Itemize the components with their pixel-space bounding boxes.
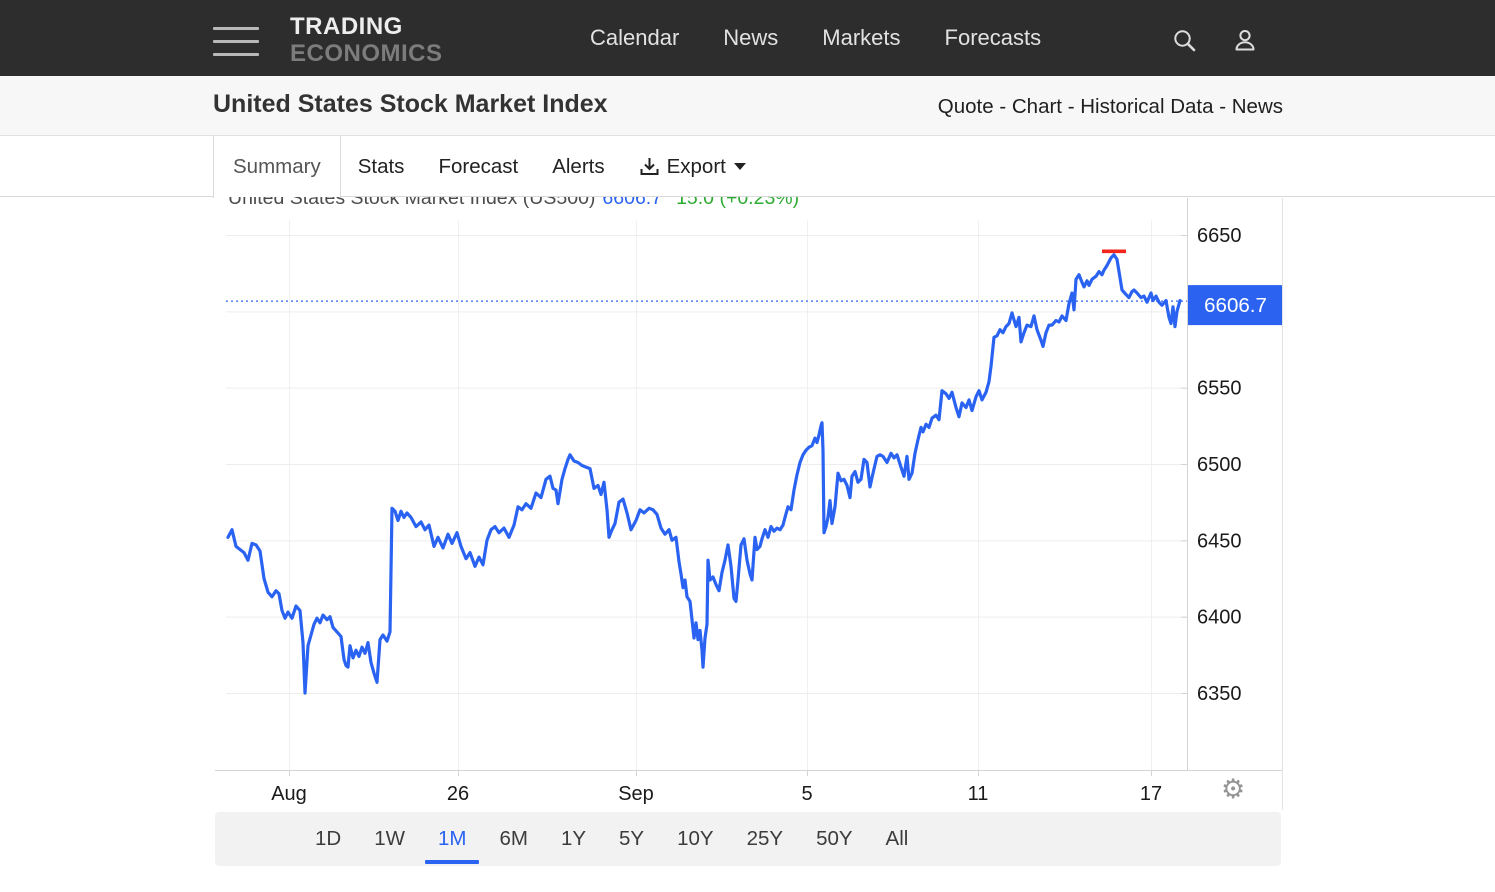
tab-bar: Summary Stats Forecast Alerts Export bbox=[0, 136, 1495, 198]
price-line-us500 bbox=[226, 253, 1182, 695]
nav-link-news[interactable]: News bbox=[723, 25, 779, 50]
tab-alerts[interactable]: Alerts bbox=[552, 154, 605, 178]
chevron-down-icon bbox=[733, 163, 746, 170]
nav-link-markets[interactable]: Markets bbox=[822, 25, 901, 50]
logo-line2: ECONOMICS bbox=[290, 40, 443, 67]
tab-bar-divider bbox=[0, 196, 1495, 197]
range-button-1y[interactable]: 1Y bbox=[561, 812, 586, 866]
range-button-all[interactable]: All bbox=[886, 812, 909, 866]
header-link-news[interactable]: News bbox=[1231, 95, 1283, 118]
top-navbar: TRADING ECONOMICS Calendar News Markets For… bbox=[0, 0, 1495, 76]
trading-economics-logo[interactable]: TRADING ECONOMICS bbox=[290, 15, 443, 66]
x-axis-label: 26 bbox=[447, 783, 469, 805]
range-button-10y[interactable]: 10Y bbox=[677, 812, 713, 866]
user-icon[interactable] bbox=[1232, 28, 1258, 59]
y-axis-label: 6450 bbox=[1197, 530, 1242, 552]
price-chart[interactable]: 6650 6550 6500 6450 6400 6350 Aug 26 Sep 5 11 17 660… bbox=[215, 198, 1283, 812]
range-button-1w[interactable]: 1W bbox=[374, 812, 405, 866]
range-button-6m[interactable]: 6M bbox=[499, 812, 527, 866]
header-link-quote[interactable]: Quote bbox=[937, 95, 994, 118]
page-title: United States Stock Market Index bbox=[213, 90, 608, 118]
tab-stats[interactable]: Stats bbox=[357, 154, 405, 178]
range-selector: 1D 1W 1M 6M 1Y 5Y 10Y 25Y 50Y All bbox=[215, 812, 1281, 866]
tab-forecast[interactable]: Forecast bbox=[438, 154, 519, 178]
header-link-chart[interactable]: Chart bbox=[1011, 95, 1062, 118]
gear-icon[interactable]: ⚙ bbox=[1221, 774, 1246, 804]
last-price-badge-label: 6606.7 bbox=[1204, 294, 1267, 317]
download-icon bbox=[639, 156, 660, 177]
tabs: Summary Stats Forecast Alerts Export bbox=[213, 136, 763, 198]
x-axis-label: Aug bbox=[271, 783, 307, 805]
nav-links: Calendar News Markets Forecasts bbox=[590, 0, 1041, 76]
nav-link-calendar[interactable]: Calendar bbox=[590, 25, 680, 50]
x-axis-label: 17 bbox=[1140, 783, 1162, 805]
chart-heading-last-price: 6606.7 bbox=[602, 197, 663, 209]
y-axis-label: 6400 bbox=[1197, 607, 1242, 629]
breadcrumb-links: Quote - Chart - Historical Data - News bbox=[937, 95, 1283, 118]
range-button-50y[interactable]: 50Y bbox=[816, 812, 852, 866]
last-price-badge bbox=[1188, 285, 1282, 326]
chart-heading-change: 15.0 (+0.23%) bbox=[676, 197, 800, 209]
x-axis-label: Sep bbox=[618, 783, 654, 805]
range-button-1m[interactable]: 1M bbox=[425, 812, 480, 866]
chart-heading-name: United States Stock Market Index (US500) bbox=[228, 197, 596, 209]
page-header: United States Stock Market Index Quote -… bbox=[0, 76, 1495, 136]
nav-link-forecasts[interactable]: Forecasts bbox=[944, 25, 1042, 50]
search-icon[interactable] bbox=[1172, 28, 1198, 59]
export-button[interactable]: Export bbox=[622, 136, 763, 197]
logo-line1: TRADING bbox=[290, 13, 403, 40]
export-label: Export bbox=[666, 154, 726, 178]
range-button-1d[interactable]: 1D bbox=[315, 812, 341, 866]
header-link-historical-data[interactable]: Historical Data bbox=[1080, 95, 1214, 118]
hamburger-menu-icon[interactable] bbox=[213, 27, 259, 56]
range-button-25y[interactable]: 25Y bbox=[747, 812, 783, 866]
range-button-5y[interactable]: 5Y bbox=[619, 812, 644, 866]
y-axis-label: 6550 bbox=[1197, 378, 1242, 400]
x-axis-label: 5 bbox=[801, 783, 812, 805]
x-axis-label: 11 bbox=[968, 783, 989, 805]
y-axis-label: 6650 bbox=[1197, 225, 1242, 247]
chart-heading: United States Stock Market Index (US500)… bbox=[228, 197, 799, 216]
y-axis-label: 6500 bbox=[1197, 454, 1242, 476]
y-axis-label: 6350 bbox=[1197, 683, 1242, 705]
tab-summary[interactable]: Summary bbox=[213, 136, 341, 198]
